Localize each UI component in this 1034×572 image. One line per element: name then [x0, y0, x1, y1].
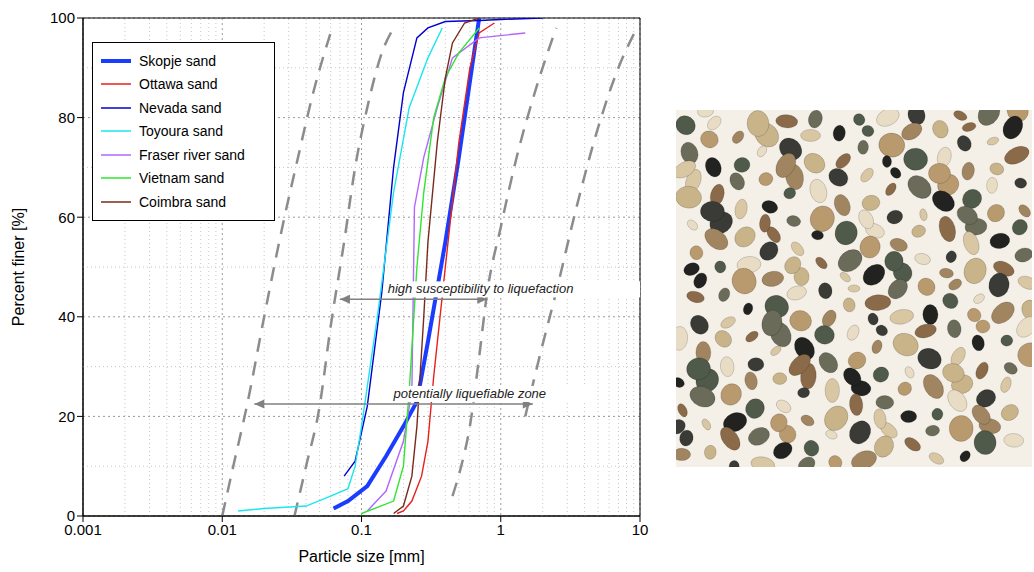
html-text:Vietnam sand: Vietnam sand [139, 170, 225, 187]
svg-text:10: 10 [632, 521, 649, 538]
svg-text:Percent finer [%]: Percent finer [%] [10, 208, 27, 326]
html-text:Coimbra sand: Coimbra sand [139, 193, 227, 210]
svg-text:0: 0 [67, 507, 75, 524]
html-text:Nevada sand: Nevada sand [139, 99, 222, 116]
svg-text:0.01: 0.01 [208, 521, 237, 538]
svg-text:high susceptibility to liquefa: high susceptibility to liquefaction [388, 281, 574, 296]
svg-text:0.001: 0.001 [64, 520, 102, 538]
svg-text:100: 100 [50, 9, 75, 26]
svg-text:0.1: 0.1 [351, 521, 372, 538]
html-text:Skopje sand: Skopje sand [139, 52, 217, 69]
html-text:Toyoura sand: Toyoura sand [139, 123, 224, 140]
svg-text:1: 1 [497, 521, 505, 538]
svg-text:80: 80 [58, 109, 75, 126]
svg-text:20: 20 [58, 408, 75, 425]
svg-text:40: 40 [58, 308, 75, 325]
svg-text:60: 60 [58, 209, 75, 226]
html-text:Ottawa sand: Ottawa sand [139, 76, 218, 93]
html-text:Fraser river sand: Fraser river sand [139, 146, 245, 163]
svg-text:Particle size [mm]: Particle size [mm] [298, 548, 424, 565]
svg-text:potentially liquefiable zone: potentially liquefiable zone [393, 386, 547, 401]
